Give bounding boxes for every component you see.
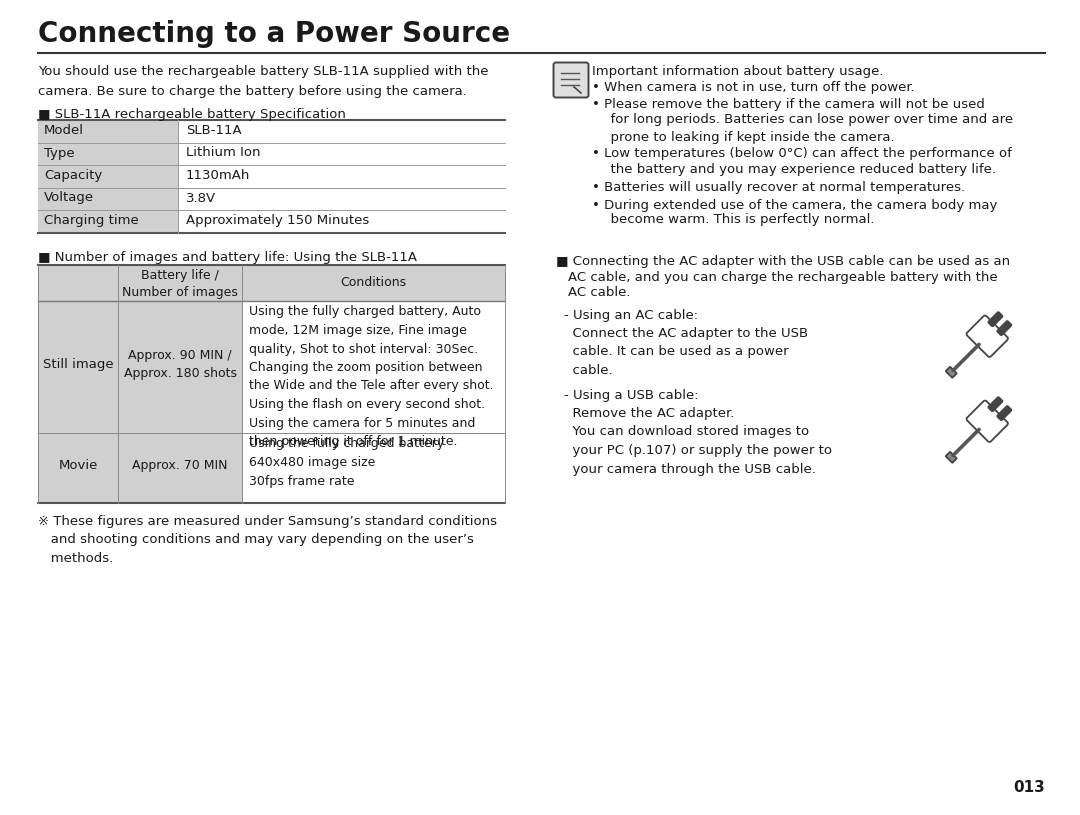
Text: ■ SLB-11A rechargeable battery Specification: ■ SLB-11A rechargeable battery Specifica… — [38, 108, 346, 121]
Bar — [38, 265, 505, 301]
Text: You should use the rechargeable battery SLB-11A supplied with the
camera. Be sur: You should use the rechargeable battery … — [38, 65, 488, 98]
Text: ■ Connecting the AC adapter with the USB cable can be used as an: ■ Connecting the AC adapter with the USB… — [556, 254, 1010, 267]
Text: AC cable.: AC cable. — [568, 287, 631, 299]
Text: Connecting to a Power Source: Connecting to a Power Source — [38, 20, 510, 48]
FancyBboxPatch shape — [988, 312, 1002, 326]
Text: Charging time: Charging time — [44, 214, 138, 227]
Bar — [38, 433, 118, 503]
FancyBboxPatch shape — [946, 367, 957, 377]
Text: - Using an AC cable:
  Connect the AC adapter to the USB
  cable. It can be used: - Using an AC cable: Connect the AC adap… — [564, 309, 808, 377]
Text: AC cable, and you can charge the rechargeable battery with the: AC cable, and you can charge the recharg… — [568, 271, 998, 284]
Text: • During extended use of the camera, the camera body may: • During extended use of the camera, the… — [592, 199, 997, 212]
FancyBboxPatch shape — [997, 406, 1011, 421]
Text: - Using a USB cable:
  Remove the AC adapter.
  You can download stored images t: - Using a USB cable: Remove the AC adapt… — [564, 389, 832, 475]
Text: Type: Type — [44, 147, 75, 160]
Text: Using the fully charged battery, Auto
mode, 12M image size, Fine image
quality, : Using the fully charged battery, Auto mo… — [249, 306, 494, 448]
Text: Approx. 90 MIN /
Approx. 180 shots: Approx. 90 MIN / Approx. 180 shots — [123, 349, 237, 380]
Text: 013: 013 — [1013, 780, 1045, 795]
Text: Movie: Movie — [58, 459, 97, 472]
Text: Still image: Still image — [43, 358, 113, 371]
Text: become warm. This is perfectly normal.: become warm. This is perfectly normal. — [602, 214, 875, 227]
Text: ※ These figures are measured under Samsung’s standard conditions
   and shooting: ※ These figures are measured under Samsu… — [38, 514, 497, 566]
FancyBboxPatch shape — [946, 452, 957, 463]
Bar — [38, 210, 178, 232]
Text: • Batteries will usually recover at normal temperatures.: • Batteries will usually recover at norm… — [592, 182, 966, 195]
Text: Model: Model — [44, 124, 84, 137]
Text: Capacity: Capacity — [44, 169, 103, 182]
Bar — [118, 301, 242, 433]
Text: ■ Number of images and battery life: Using the SLB-11A: ■ Number of images and battery life: Usi… — [38, 250, 417, 263]
Bar — [118, 433, 242, 503]
Text: 3.8V: 3.8V — [186, 192, 216, 205]
Bar — [38, 301, 118, 433]
Text: Approx. 70 MIN: Approx. 70 MIN — [132, 459, 228, 472]
FancyBboxPatch shape — [967, 400, 1008, 442]
FancyBboxPatch shape — [554, 63, 589, 98]
Text: 1130mAh: 1130mAh — [186, 169, 251, 182]
Text: Approximately 150 Minutes: Approximately 150 Minutes — [186, 214, 369, 227]
Bar — [38, 165, 178, 187]
Text: • Please remove the battery if the camera will not be used: • Please remove the battery if the camer… — [592, 98, 985, 111]
Text: Important information about battery usage.: Important information about battery usag… — [592, 65, 883, 78]
Text: the battery and you may experience reduced battery life.: the battery and you may experience reduc… — [602, 162, 996, 175]
Text: • When camera is not in use, turn off the power.: • When camera is not in use, turn off th… — [592, 81, 915, 94]
Text: for long periods. Batteries can lose power over time and are
  prone to leaking : for long periods. Batteries can lose pow… — [602, 113, 1013, 144]
Bar — [38, 120, 178, 143]
Text: Conditions: Conditions — [340, 276, 406, 289]
Text: SLB-11A: SLB-11A — [186, 124, 242, 137]
Text: Lithium Ion: Lithium Ion — [186, 147, 260, 160]
FancyBboxPatch shape — [988, 397, 1002, 412]
Bar — [38, 143, 178, 165]
Bar — [38, 187, 178, 210]
Text: Battery life /
Number of images: Battery life / Number of images — [122, 268, 238, 299]
Text: • Low temperatures (below 0°C) can affect the performance of: • Low temperatures (below 0°C) can affec… — [592, 148, 1012, 161]
Text: Voltage: Voltage — [44, 192, 94, 205]
FancyBboxPatch shape — [997, 321, 1011, 335]
Text: Using the fully charged battery
640x480 image size
30fps frame rate: Using the fully charged battery 640x480 … — [249, 438, 444, 487]
FancyBboxPatch shape — [967, 315, 1008, 357]
